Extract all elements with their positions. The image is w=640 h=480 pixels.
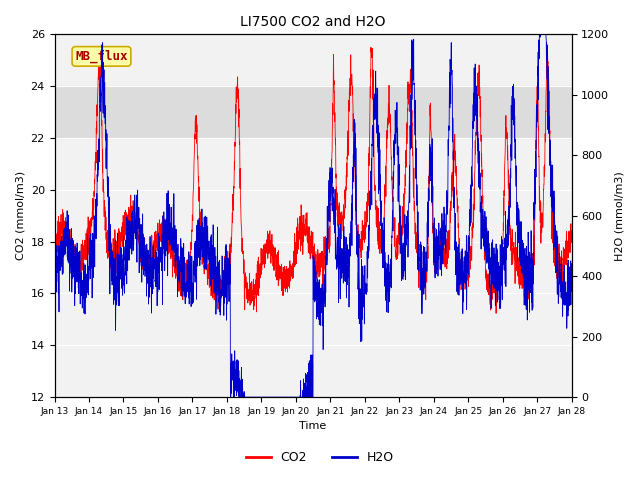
- Title: LI7500 CO2 and H2O: LI7500 CO2 and H2O: [240, 15, 386, 29]
- Legend: CO2, H2O: CO2, H2O: [241, 446, 399, 469]
- Y-axis label: H2O (mmol/m3): H2O (mmol/m3): [615, 171, 625, 261]
- X-axis label: Time: Time: [300, 421, 326, 432]
- Bar: [54, 86, 572, 138]
- Text: MB_flux: MB_flux: [76, 50, 128, 63]
- Y-axis label: CO2 (mmol/m3): CO2 (mmol/m3): [15, 171, 25, 260]
